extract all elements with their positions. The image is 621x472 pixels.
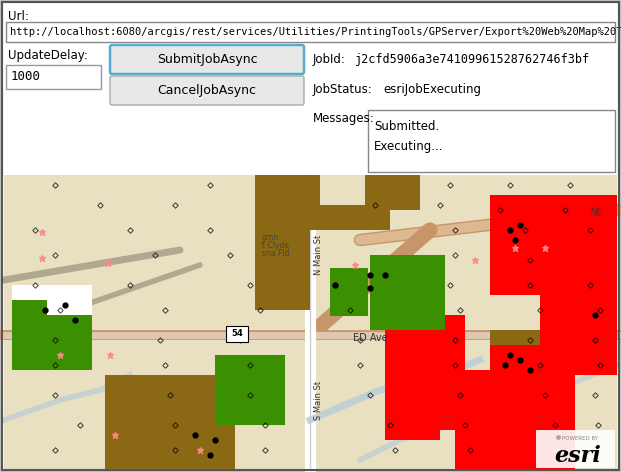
Bar <box>215 355 285 425</box>
Text: Submitted.: Submitted. <box>374 120 439 133</box>
Text: NE: NE <box>589 208 602 219</box>
Bar <box>255 175 390 230</box>
Bar <box>320 175 365 205</box>
Text: esriJobExecuting: esriJobExecuting <box>383 84 481 96</box>
Bar <box>368 110 615 172</box>
Text: http://localhost:6080/arcgis/rest/services/Utilities/PrintingTools/GPServer/Expo: http://localhost:6080/arcgis/rest/servic… <box>10 27 621 37</box>
Bar <box>12 285 92 370</box>
Text: esri: esri <box>555 445 601 467</box>
Bar <box>12 300 47 370</box>
Text: POWERED BY: POWERED BY <box>562 436 598 441</box>
Bar <box>490 345 550 405</box>
Bar <box>385 350 440 440</box>
Bar <box>330 268 368 316</box>
Bar <box>365 175 420 210</box>
Text: SubmitJobAsync: SubmitJobAsync <box>156 53 257 66</box>
Bar <box>4 175 617 470</box>
Text: j2cfd5906a3e74109961528762746f3bf: j2cfd5906a3e74109961528762746f3bf <box>355 52 590 66</box>
Bar <box>455 370 575 470</box>
Text: N Main St: N Main St <box>314 235 323 275</box>
Bar <box>490 195 617 295</box>
FancyBboxPatch shape <box>110 76 304 105</box>
Bar <box>255 230 310 310</box>
Text: Executing...: Executing... <box>374 140 443 153</box>
Bar <box>12 285 92 315</box>
Text: Url:: Url: <box>8 10 29 23</box>
Bar <box>6 22 615 42</box>
Bar <box>385 315 465 430</box>
Text: S Main St: S Main St <box>314 380 323 420</box>
Text: ED Ave: ED Ave <box>353 333 388 343</box>
Text: Messages:: Messages: <box>313 112 374 125</box>
Bar <box>536 430 615 468</box>
Text: 54: 54 <box>231 329 243 338</box>
Bar <box>6 65 101 89</box>
Bar <box>540 295 617 375</box>
Text: sna Fld: sna Fld <box>262 249 289 258</box>
FancyBboxPatch shape <box>110 45 304 74</box>
Text: CancelJobAsync: CancelJobAsync <box>158 84 256 97</box>
Text: gmn: gmn <box>262 233 279 242</box>
Bar <box>105 375 235 470</box>
Text: JobStatus:: JobStatus: <box>313 84 373 96</box>
Text: 1000: 1000 <box>11 70 41 84</box>
Text: t Clyde: t Clyde <box>262 241 289 250</box>
Bar <box>226 326 248 342</box>
Bar <box>370 255 445 330</box>
Bar <box>490 330 570 420</box>
Text: JobId:: JobId: <box>313 52 346 66</box>
Text: UpdateDelay:: UpdateDelay: <box>8 49 88 62</box>
